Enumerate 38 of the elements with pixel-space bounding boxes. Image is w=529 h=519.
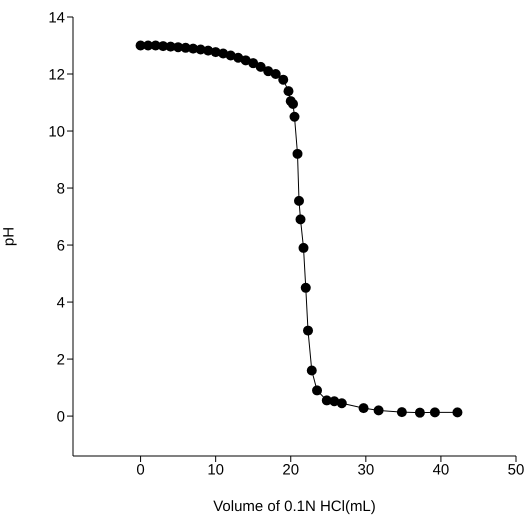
point (294, 196, 304, 206)
point (298, 242, 309, 253)
point (312, 385, 322, 396)
x-axis-title: Volume of 0.1N HCl(mL) (213, 498, 376, 515)
y-tick-label: 8 (56, 180, 65, 198)
x-tick-label: 10 (207, 462, 224, 479)
point (452, 407, 462, 418)
point (270, 69, 281, 80)
x-tick-label: 20 (282, 462, 300, 479)
point (358, 403, 369, 414)
point (300, 282, 311, 293)
point (283, 86, 294, 96)
point (396, 407, 407, 418)
y-tick-label: 10 (48, 123, 65, 140)
y-axis-title: pH (0, 226, 18, 246)
x-tick-label: 30 (357, 462, 374, 479)
point (292, 148, 303, 159)
point (248, 58, 258, 68)
point (296, 214, 306, 224)
point (430, 407, 440, 418)
point (306, 365, 317, 376)
point (336, 398, 347, 408)
y-tick-label: 4 (56, 294, 65, 312)
y-tick-label: 12 (48, 66, 65, 84)
y-tick-label: 0 (56, 408, 65, 426)
point (278, 74, 288, 85)
point (290, 112, 300, 122)
point (414, 408, 425, 418)
y-tick-label: 2 (56, 351, 65, 368)
x-tick-label: 0 (136, 462, 145, 479)
point (303, 326, 314, 336)
x-tick-label: 50 (508, 462, 524, 479)
point (288, 98, 298, 109)
y-tick-label: 14 (48, 9, 65, 26)
x-tick-label: 40 (432, 462, 450, 479)
point (374, 405, 384, 416)
point (256, 62, 266, 72)
y-tick-label: 6 (56, 237, 65, 254)
